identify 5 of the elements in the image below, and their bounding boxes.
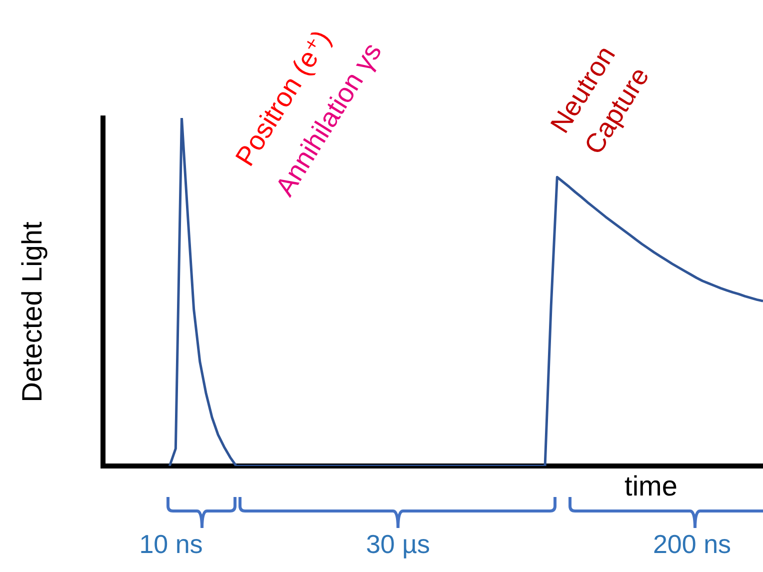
- text: 30 µs: [366, 529, 430, 559]
- x-axis-title: time: [624, 470, 678, 502]
- text: 200 ns: [652, 529, 732, 559]
- text: 10 ns: [139, 529, 203, 559]
- y-axis-title: Detected Light: [16, 222, 48, 402]
